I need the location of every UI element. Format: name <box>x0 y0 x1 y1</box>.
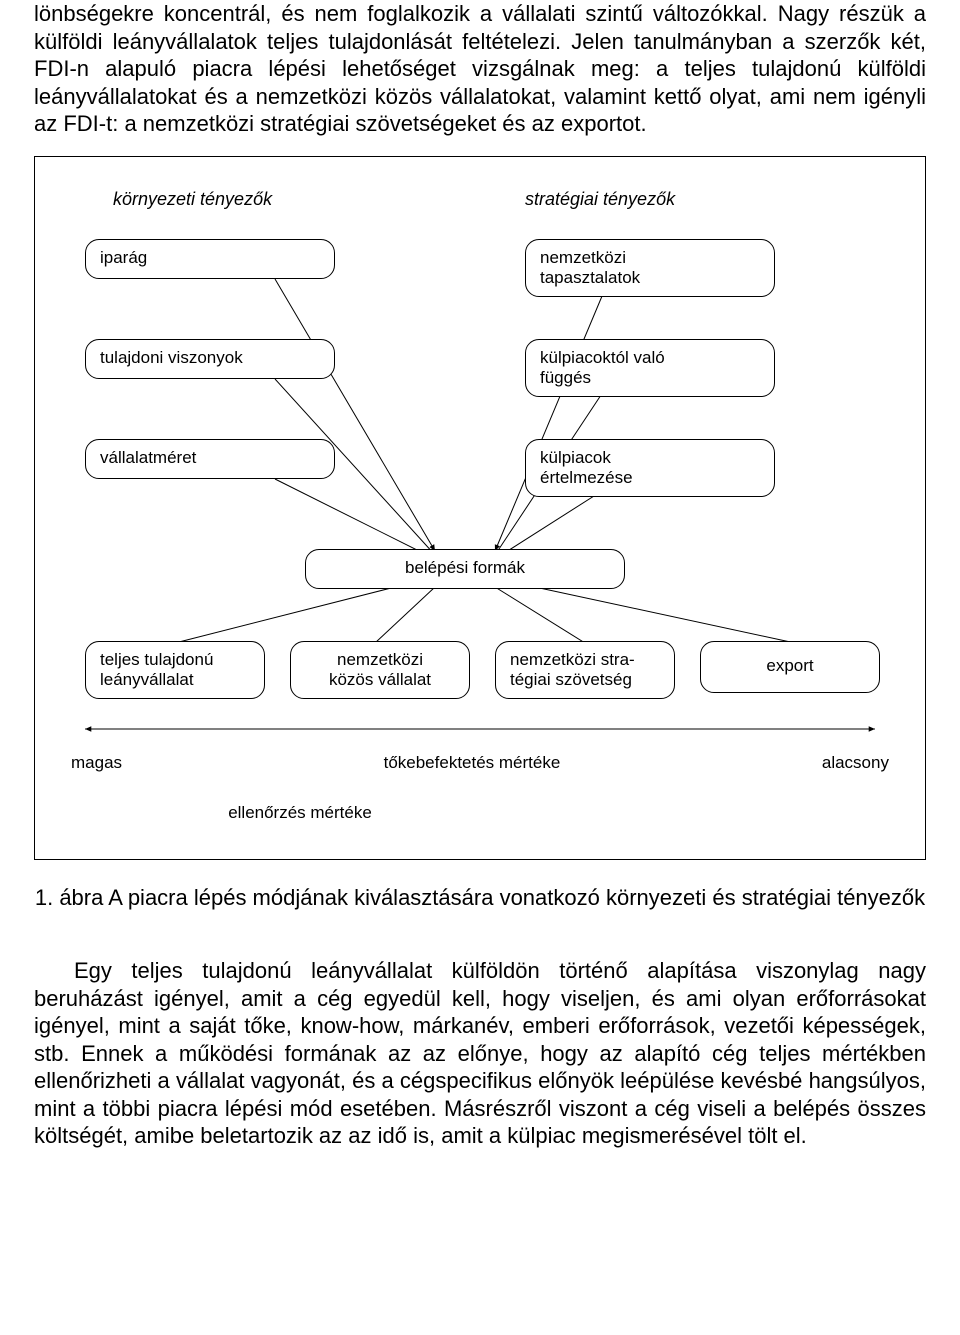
figure-caption: 1. ábra A piacra lépés módjának kiválasz… <box>34 884 926 912</box>
paragraph-body: Egy teljes tulajdonú leányvállalat külfö… <box>34 957 926 1150</box>
node-tulajdoni: tulajdoni viszonyok <box>85 339 335 379</box>
node-label-line1: nemzetközi <box>337 650 423 669</box>
scale-left: magas <box>71 753 122 773</box>
scale-mid: tőkebefektetés mértéke <box>384 753 561 773</box>
node-tapasztalatok: nemzetközi tapasztalatok <box>525 239 775 298</box>
node-label: belépési formák <box>405 558 525 578</box>
scale-right: alacsony <box>822 753 889 773</box>
paragraph-intro: lönbségekre koncentrál, és nem foglalkoz… <box>34 0 926 138</box>
node-label-line1: külpiacoktól való <box>540 348 665 367</box>
node-iparag: iparág <box>85 239 335 279</box>
node-leanyvallalat: teljes tulajdonú leányvállalat <box>85 641 265 700</box>
node-ertelmezes: külpiacok értelmezése <box>525 439 775 498</box>
scale-sub: ellenőrzés mértéke <box>35 803 925 823</box>
node-label-line1: külpiacok <box>540 448 611 467</box>
page: lönbségekre koncentrál, és nem foglalkoz… <box>0 0 960 1335</box>
node-vallalatmeret: vállalatméret <box>85 439 335 479</box>
node-belepesi-formak: belépési formák <box>305 549 625 589</box>
node-label: tulajdoni viszonyok <box>100 348 243 368</box>
node-label-line2: értelmezése <box>540 468 633 487</box>
scale-sub-label: ellenőrzés mértéke <box>228 803 372 822</box>
scale-row: magas tőkebefektetés mértéke alacsony <box>35 753 925 773</box>
node-label-line2: tégiai szövetség <box>510 670 632 689</box>
node-label: iparág <box>100 248 147 268</box>
node-fugges: külpiacoktól való függés <box>525 339 775 398</box>
node-label-line2: leányvállalat <box>100 670 194 689</box>
node-label-line1: teljes tulajdonú <box>100 650 213 669</box>
node-label: export <box>766 656 813 676</box>
diagram: környezeti tényezők stratégiai tényezők … <box>35 189 925 829</box>
node-label-line2: közös vállalat <box>329 670 431 689</box>
node-label-line2: függés <box>540 368 591 387</box>
node-label: vállalatméret <box>100 448 196 468</box>
node-strategiai-szovetseg: nemzetközi stra- tégiai szövetség <box>495 641 675 700</box>
node-label-line2: tapasztalatok <box>540 268 640 287</box>
diagram-connectors <box>35 189 925 829</box>
node-label-line1: nemzetközi stra- <box>510 650 635 669</box>
node-kozos-vallalat: nemzetközi közös vállalat <box>290 641 470 700</box>
node-label-line1: nemzetközi <box>540 248 626 267</box>
diagram-frame: környezeti tényezők stratégiai tényezők … <box>34 156 926 860</box>
header-right: stratégiai tényezők <box>525 189 675 210</box>
header-left: környezeti tényezők <box>113 189 272 210</box>
node-export: export <box>700 641 880 693</box>
